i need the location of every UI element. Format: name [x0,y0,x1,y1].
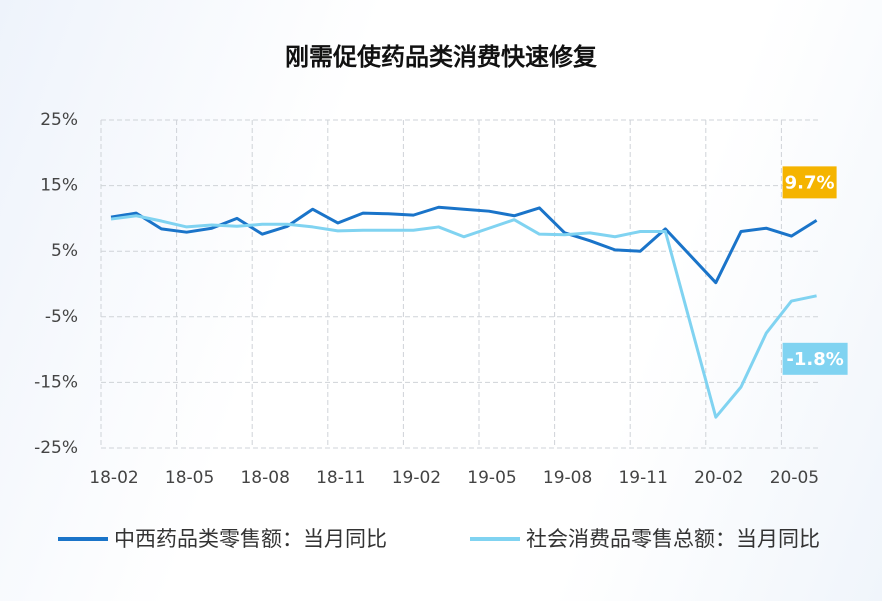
legend-label: 中西药品类零售额：当月同比 [114,527,387,551]
x-tick-label: 18-02 [89,468,138,488]
x-tick-label: 20-05 [770,468,819,488]
y-tick-label: -25% [34,438,78,458]
y-tick-label: 5% [51,241,78,261]
x-tick-label: 18-08 [240,468,289,488]
x-tick-label: 19-02 [392,468,441,488]
x-tick-label: 19-08 [543,468,592,488]
y-tick-label: 25% [40,110,78,130]
x-tick-label: 20-02 [694,468,743,488]
series-line [110,214,817,419]
legend-label: 社会消费品零售总额：当月同比 [526,527,820,551]
value-label: -1.8% [786,349,843,370]
y-tick-label: -15% [34,372,78,392]
value-label-box [782,342,848,375]
x-tick-label: 18-11 [316,468,365,488]
x-tick-label: 19-11 [618,468,667,488]
x-tick-label: 18-05 [165,468,214,488]
y-tick-label: -5% [45,307,78,327]
value-label: 9.7% [785,172,835,193]
chart-title: 刚需促使药品类消费快速修复 [285,43,598,71]
x-tick-label: 19-05 [467,468,516,488]
series-line [110,205,818,285]
value-label-box [782,166,837,199]
y-tick-label: 15% [40,176,78,196]
